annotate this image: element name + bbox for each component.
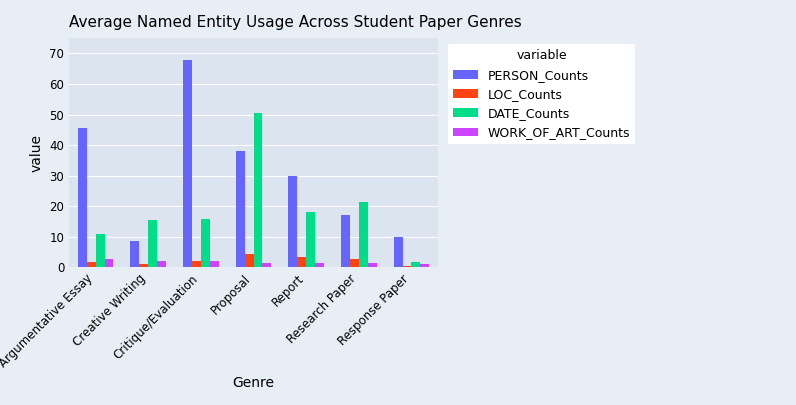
Bar [96,234,104,267]
Bar [210,261,219,267]
Bar [201,219,210,267]
Bar [315,263,324,267]
Bar [403,266,412,267]
Bar [87,262,96,267]
Bar [148,220,157,267]
Bar [104,259,114,267]
Bar [288,176,297,267]
Bar [157,261,166,267]
Bar [78,128,87,267]
Bar [297,257,306,267]
Bar [341,215,350,267]
Bar [350,259,359,267]
Y-axis label: value: value [30,134,44,172]
Bar [139,264,148,267]
X-axis label: Genre: Genre [232,376,275,390]
Bar [393,237,403,267]
Bar [359,202,368,267]
Bar [263,263,271,267]
Bar [244,254,253,267]
Bar [412,262,420,267]
Bar [192,261,201,267]
Legend: PERSON_Counts, LOC_Counts, DATE_Counts, WORK_OF_ART_Counts: PERSON_Counts, LOC_Counts, DATE_Counts, … [447,45,635,144]
Bar [368,263,377,267]
Bar [183,60,192,267]
Bar [236,151,244,267]
Bar [306,212,315,267]
Text: Average Named Entity Usage Across Student Paper Genres: Average Named Entity Usage Across Studen… [69,15,522,30]
Bar [253,113,263,267]
Bar [131,241,139,267]
Bar [420,264,429,267]
